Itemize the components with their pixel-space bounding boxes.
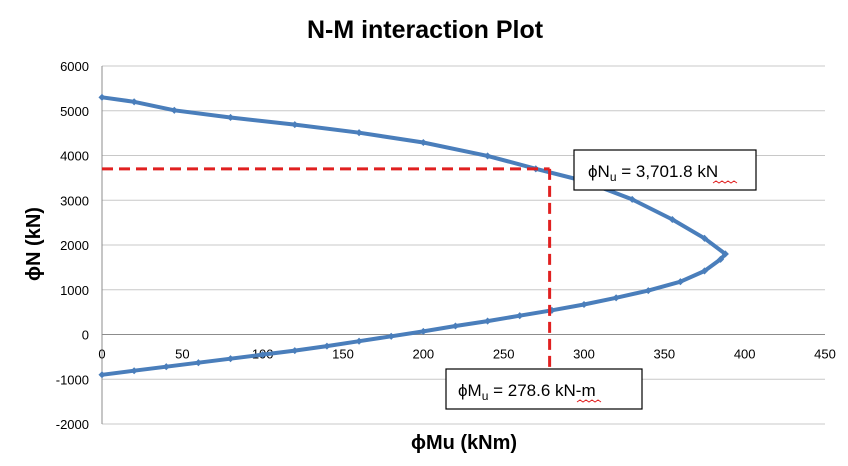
data-point — [700, 234, 709, 242]
x-tick-label: 300 — [573, 347, 595, 362]
annotation-nu-symbol: ϕN — [588, 162, 610, 181]
data-point — [323, 342, 331, 350]
data-point — [628, 195, 636, 203]
data-point — [98, 371, 106, 379]
data-point — [516, 312, 524, 320]
data-point — [580, 300, 588, 309]
gridlines — [101, 65, 825, 425]
y-tick-label: -2000 — [56, 417, 89, 432]
spellcheck-underline — [576, 399, 602, 403]
data-point — [226, 113, 235, 121]
svg-text:ϕNu = 3,701.8 kN: ϕNu = 3,701.8 kN — [588, 162, 718, 184]
data-point — [676, 278, 684, 286]
y-tick-label: 0 — [82, 328, 89, 343]
y-tick-label: 4000 — [60, 149, 89, 164]
annotation-mu-box — [445, 368, 643, 410]
x-tick-label: 450 — [814, 347, 836, 362]
x-tick-label: 0 — [98, 347, 105, 362]
annotation-mu-symbol: ϕM — [458, 381, 482, 400]
data-point — [612, 294, 620, 302]
data-point — [387, 332, 395, 340]
y-tick-label: 3000 — [60, 193, 89, 208]
y-tick-label: 2000 — [60, 238, 89, 253]
data-point — [130, 98, 138, 106]
y-tick-label: -1000 — [56, 372, 89, 387]
x-tick-label: 50 — [175, 347, 189, 362]
data-point — [451, 322, 460, 330]
series-line — [101, 95, 728, 377]
annotation-nu-unit: kN — [697, 162, 718, 181]
x-tick-label: 400 — [734, 347, 756, 362]
annotation-nu-box — [573, 149, 757, 191]
data-series — [98, 93, 729, 379]
annotation-mu-subscript: u — [482, 389, 489, 403]
x-tick-label: 200 — [412, 347, 434, 362]
data-point — [717, 255, 725, 263]
annotation-mu-value: = 278.6 — [488, 381, 555, 400]
y-tick-label: 1000 — [60, 283, 89, 298]
x-tick-label: 350 — [653, 347, 675, 362]
data-point — [419, 138, 427, 147]
data-point — [700, 267, 709, 275]
annotation-nu-value: = 3,701.8 — [617, 162, 698, 181]
x-tick-label: 250 — [493, 347, 515, 362]
data-point — [419, 327, 427, 335]
data-point — [484, 317, 492, 325]
annotation-mu-unit: kN-m — [555, 381, 596, 400]
y-tick-labels: -2000 -1000 0 1000 2000 3000 4000 5000 6000 — [56, 59, 89, 432]
data-point — [484, 152, 492, 160]
y-axis-label: ϕN (kN) — [23, 207, 45, 281]
x-tick-labels: 050100150200250300350400450 — [98, 347, 835, 362]
y-tick-label: 6000 — [60, 59, 89, 74]
data-point — [259, 351, 267, 359]
chart-title: N-M interaction Plot — [307, 16, 544, 44]
data-point — [644, 287, 652, 295]
data-point — [170, 106, 178, 114]
data-point — [355, 129, 363, 137]
data-point — [130, 367, 138, 375]
data-point — [355, 337, 363, 345]
data-point — [194, 359, 202, 367]
x-tick-label: 150 — [332, 347, 354, 362]
x-axis-label: ϕMu (kNm) — [411, 432, 517, 454]
data-point — [291, 121, 299, 129]
data-point — [668, 215, 676, 224]
svg-text:ϕMu = 278.6 kN-m: ϕMu = 278.6 kN-m — [458, 381, 596, 403]
data-point — [721, 250, 729, 258]
y-tick-label: 5000 — [60, 104, 89, 119]
annotation-nu: ϕNu = 3,701.8 kN — [573, 149, 757, 191]
spellcheck-underline — [712, 180, 738, 184]
annotation-nu-subscript: u — [610, 170, 617, 184]
data-point — [98, 93, 106, 101]
annotation-mu: ϕMu = 278.6 kN-m — [445, 368, 643, 410]
data-point — [162, 363, 170, 371]
data-point — [291, 347, 299, 355]
data-point — [226, 355, 235, 363]
guide-lines — [102, 167, 552, 376]
